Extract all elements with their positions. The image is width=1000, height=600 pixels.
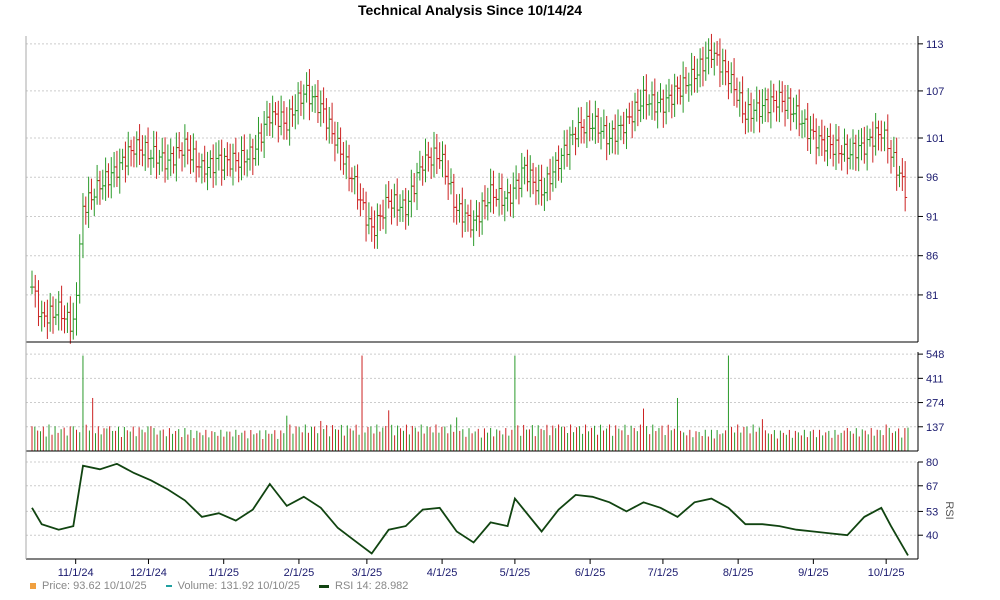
legend-swatch-rsi bbox=[319, 584, 330, 588]
y-axis-label-rsi: RSI bbox=[943, 501, 955, 519]
x-tick-label: 10/1/25 bbox=[868, 567, 905, 579]
x-tick-label: 7/1/25 bbox=[648, 567, 679, 579]
x-tick-label: 3/1/25 bbox=[352, 567, 383, 579]
x-tick-label: 5/1/25 bbox=[500, 567, 531, 579]
rsi-line bbox=[31, 462, 909, 556]
price-ohlc-bars bbox=[30, 33, 908, 344]
x-tick-label: 11/1/24 bbox=[58, 567, 94, 579]
legend-label-price: Price: 93.62 10/10/25 bbox=[42, 580, 147, 592]
tick-labels: 81 86 91 96 101 107 113 137 274 411 548 40 53 67 80 RSI… bbox=[58, 39, 955, 579]
y-tick-label-price: 101 bbox=[926, 133, 944, 145]
axes bbox=[25, 36, 923, 564]
legend-swatch-volume bbox=[165, 585, 172, 588]
y-tick-label-rsi: 67 bbox=[926, 481, 938, 493]
x-tick-label: 9/1/25 bbox=[798, 567, 829, 579]
y-tick-label-price: 113 bbox=[926, 39, 944, 51]
y-tick-label-price: 91 bbox=[926, 211, 938, 223]
legend-swatch-price bbox=[30, 583, 36, 590]
y-tick-label-volume: 548 bbox=[926, 349, 944, 361]
y-tick-label-rsi: 80 bbox=[926, 457, 938, 469]
x-tick-label: 4/1/25 bbox=[427, 567, 458, 579]
x-tick-label: 1/1/25 bbox=[208, 567, 239, 579]
y-tick-label-rsi: 53 bbox=[926, 506, 938, 518]
y-tick-label-volume: 411 bbox=[926, 373, 944, 385]
y-tick-label-volume: 274 bbox=[926, 398, 944, 410]
x-tick-label: 12/1/24 bbox=[130, 567, 167, 579]
legend-item-rsi: RSI 14: 28.982 bbox=[319, 580, 408, 592]
legend: Price: 93.62 10/10/25 Volume: 131.92 10/… bbox=[30, 580, 424, 592]
legend-item-price: Price: 93.62 10/10/25 bbox=[30, 580, 147, 592]
grid-lines bbox=[26, 43, 918, 536]
y-tick-label-rsi: 40 bbox=[926, 530, 938, 542]
y-tick-label-price: 81 bbox=[926, 290, 938, 302]
legend-item-volume: Volume: 131.92 10/10/25 bbox=[165, 580, 300, 592]
rsi-series-line bbox=[31, 462, 909, 556]
x-tick-label: 6/1/25 bbox=[575, 567, 606, 579]
x-tick-label: 8/1/25 bbox=[723, 567, 754, 579]
chart-title: Technical Analysis Since 10/14/24 bbox=[357, 2, 583, 18]
legend-label-volume: Volume: 131.92 10/10/25 bbox=[177, 580, 300, 592]
y-tick-label-price: 107 bbox=[926, 86, 944, 98]
legend-label-rsi: RSI 14: 28.982 bbox=[335, 580, 409, 592]
y-tick-label-price: 86 bbox=[926, 251, 938, 263]
y-tick-label-volume: 137 bbox=[926, 422, 944, 434]
y-tick-label-price: 96 bbox=[926, 172, 938, 184]
x-tick-label: 2/1/25 bbox=[284, 567, 315, 579]
volume-bars bbox=[31, 355, 909, 451]
